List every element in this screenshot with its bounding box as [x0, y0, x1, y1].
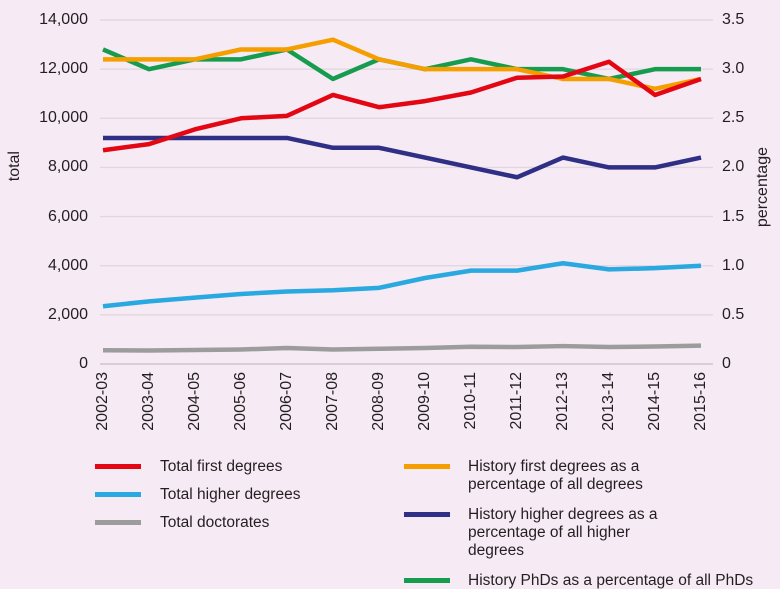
legend-swatch-total-doctorates [95, 520, 141, 525]
left-axis-tick-label: 8,000 [47, 158, 88, 176]
left-axis-tick-label: 14,000 [39, 11, 88, 28]
legend-label-total-higher-degrees: Total higher degrees [160, 486, 301, 503]
legend-label-history-first-degrees-pct: History first degrees as a percentage of… [468, 458, 643, 493]
right-axis-tick-label: 0.5 [722, 305, 745, 323]
x-axis-category-label: 2007-08 [324, 372, 341, 431]
right-axis-tick-label: 3.0 [722, 60, 745, 78]
line-total-first-degrees [102, 59, 702, 153]
left-axis-tick-label: 10,000 [39, 109, 88, 127]
legend-item-total-doctorates: Total doctorates [95, 514, 300, 532]
plot-area [100, 19, 713, 365]
x-axis-category-label: 2010-11 [462, 372, 479, 430]
legend-swatch-history-higher-degrees-pct [404, 512, 450, 517]
line-total-higher-degrees [102, 261, 702, 309]
legend-swatch-history-first-degrees-pct [404, 464, 450, 469]
legend-item-history-higher-degrees-pct: History higher degrees as a percentage o… [404, 506, 753, 560]
legend-item-history-first-degrees-pct: History first degrees as a percentage of… [404, 458, 753, 494]
legend-right-column: History first degrees as a percentage of… [404, 458, 753, 589]
x-axis-category-label: 2013-14 [600, 372, 617, 431]
legend-item-total-higher-degrees: Total higher degrees [95, 486, 300, 504]
right-axis-tick-label: 0 [722, 355, 731, 372]
left-axis-tick-label: 6,000 [47, 207, 88, 225]
left-axis-tick-label: 12,000 [39, 60, 88, 78]
right-axis-tick-label: 2.0 [722, 158, 745, 176]
legend-label-history-higher-degrees-pct: History higher degrees as a percentage o… [468, 506, 658, 559]
right-axis-tick-label: 1.5 [722, 207, 745, 225]
line-total-doctorates [102, 343, 702, 353]
legend-item-history-phds-pct: History PhDs as a percentage of all PhDs [404, 572, 753, 589]
x-axis-category-label: 2015-16 [692, 372, 709, 431]
x-axis-category-label: 2012-13 [554, 372, 571, 431]
left-axis-title-text: total [6, 151, 23, 182]
legend-left-column: Total first degrees Total higher degrees… [95, 458, 300, 542]
right-axis-tick-label: 1.0 [722, 256, 745, 274]
right-axis-tick-label: 2.5 [722, 109, 745, 127]
legend-label-history-phds-pct: History PhDs as a percentage of all PhDs [468, 572, 754, 589]
left-axis-tick-label: 4,000 [47, 256, 88, 274]
left-axis-tick-label: 0 [79, 355, 88, 372]
x-axis-category-label: 2008-09 [370, 372, 387, 431]
right-axis-tick-label: 3.5 [722, 11, 745, 28]
x-axis-category-label: 2005-06 [232, 372, 249, 431]
legend-swatch-total-first-degrees [95, 464, 141, 469]
x-axis-category-label: 2009-10 [416, 372, 433, 431]
x-axis-category-label: 2002-03 [94, 372, 111, 431]
legend-label-total-first-degrees: Total first degrees [160, 458, 283, 475]
x-axis-category-label: 2014-15 [646, 372, 663, 431]
x-axis-category-label: 2003-04 [140, 372, 157, 431]
line-history-higher-degrees-as-a-percentage-of-all-higher-degrees [103, 135, 702, 180]
left-axis-tick-label: 2,000 [47, 305, 88, 323]
line-history-first-degrees-as-a-percentage-of-all-degrees [103, 37, 702, 92]
x-axis-category-label: 2011-12 [508, 372, 525, 430]
legend-item-total-first-degrees: Total first degrees [95, 458, 300, 476]
x-axis-category-label: 2004-05 [186, 372, 203, 431]
x-axis-category-label: 2006-07 [278, 372, 295, 431]
legend-label-total-doctorates: Total doctorates [160, 514, 270, 531]
legend-swatch-total-higher-degrees [95, 492, 141, 497]
legend-swatch-history-phds-pct [404, 578, 450, 583]
